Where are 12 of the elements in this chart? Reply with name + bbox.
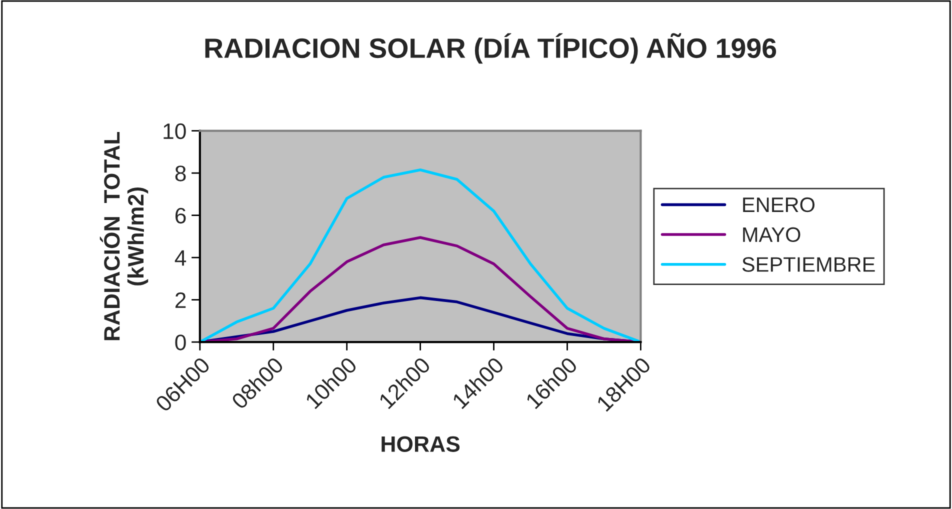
chart-title: RADIACION SOLAR (DÍA TÍPICO) AÑO 1996 [205,33,776,64]
y-tick-label: 10 [164,123,186,140]
legend-label: MAYO [743,227,800,242]
y-tick-label: 8 [175,166,186,182]
x-axis-title: HORAS [382,436,460,452]
y-tick-label: 2 [175,292,186,308]
y-tick-label: 0 [175,334,186,350]
y-tick-label: 6 [175,208,186,224]
legend-label: ENERO [743,197,815,212]
legend-label: SEPTIEMBRE [742,257,875,272]
y-tick-label: 4 [174,250,186,266]
y-axis-title: RADIACIÓN TOTAL (kWh/m2) [100,132,148,340]
